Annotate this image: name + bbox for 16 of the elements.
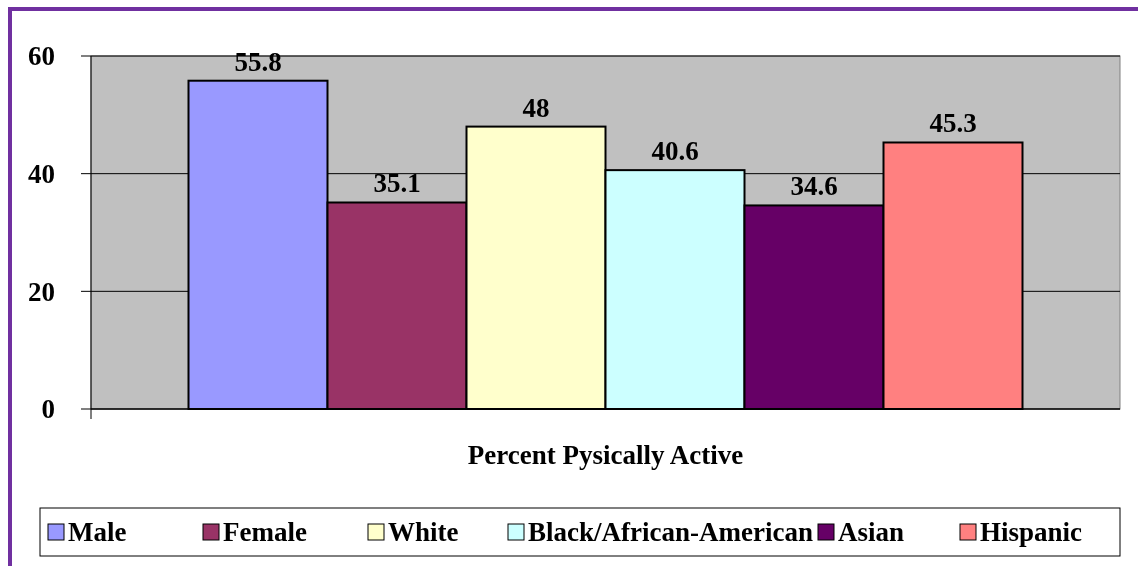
data-label: 35.1 — [373, 168, 421, 199]
data-label: 34.6 — [790, 171, 838, 202]
legend-label: Female — [223, 517, 307, 548]
y-tick-label: 60 — [28, 41, 55, 72]
legend-label: Hispanic — [980, 517, 1083, 548]
y-tick-label: 40 — [28, 159, 55, 190]
x-tick-label: Percent Pysically Active — [467, 440, 744, 470]
data-label: 40.6 — [651, 136, 699, 167]
data-label: 48 — [522, 92, 550, 123]
legend-label: White — [388, 517, 459, 548]
legend-label: Asian — [838, 517, 905, 548]
legend-label: Black/African-American — [528, 517, 813, 548]
data-label: 45.3 — [929, 108, 977, 139]
y-tick-label: 0 — [41, 394, 55, 425]
legend-label: Male — [68, 517, 127, 548]
y-tick-label: 20 — [28, 276, 55, 307]
